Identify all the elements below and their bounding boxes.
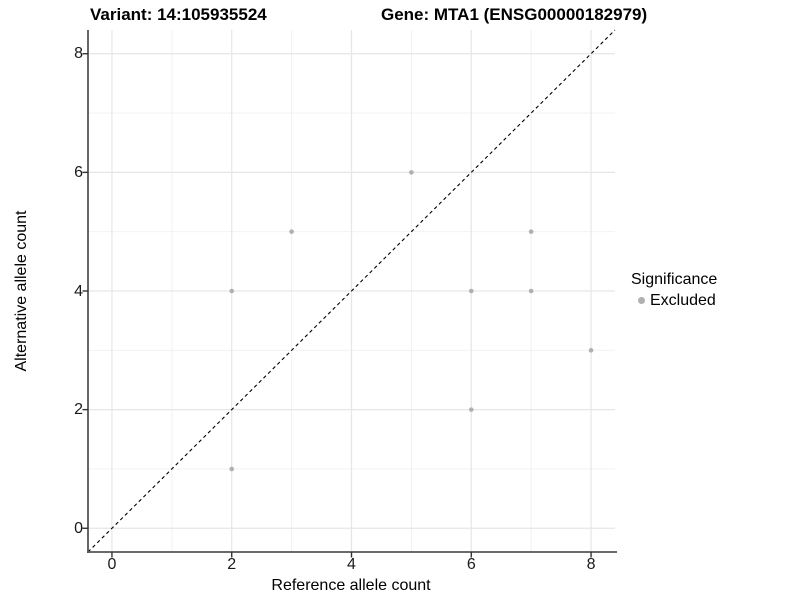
y-tick-label: 6 [74, 163, 83, 181]
data-point [229, 288, 235, 294]
x-tick-label: 6 [466, 556, 476, 573]
data-point [409, 170, 414, 175]
x-tick-label: 4 [347, 556, 356, 573]
identity-dashed-line [87, 29, 616, 553]
data-point [588, 348, 594, 353]
x-tick-label: 2 [227, 556, 237, 573]
legend-item-excluded: Excluded [631, 290, 717, 311]
x-axis-title: Reference allele count [271, 577, 431, 594]
plot-title-gene: Gene: MTA1 (ENSG00000182979) [381, 5, 648, 24]
data-point [528, 288, 534, 294]
y-tick-label: 8 [74, 45, 83, 63]
data-point [528, 229, 534, 234]
data-point [468, 288, 474, 294]
y-tick-label: 0 [74, 519, 83, 537]
x-tick-label: 0 [107, 556, 117, 573]
y-axis-title: Alternative allele count [13, 210, 30, 372]
legend-point-icon [638, 297, 645, 304]
data-point [229, 466, 235, 472]
x-tick-label: 8 [586, 556, 596, 573]
legend: Significance Excluded [631, 269, 717, 311]
legend-item-label: Excluded [650, 292, 716, 309]
y-tick-label: 4 [74, 282, 83, 300]
y-tick-label: 2 [74, 401, 83, 419]
data-point [468, 407, 474, 412]
data-point [289, 229, 294, 234]
legend-title: Significance [631, 271, 718, 288]
plot-title-variant: Variant: 14:105935524 [90, 5, 267, 24]
